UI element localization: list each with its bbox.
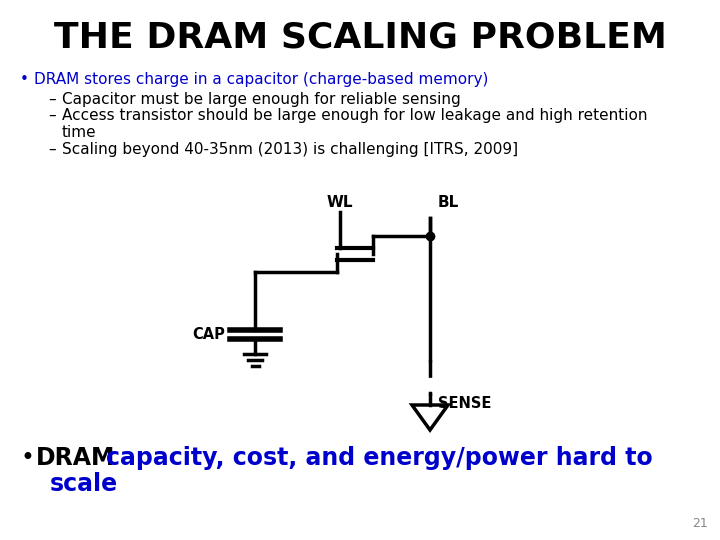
Text: DRAM: DRAM	[36, 446, 115, 470]
Text: –: –	[48, 108, 55, 123]
Text: SENSE: SENSE	[438, 395, 491, 410]
Text: –: –	[48, 142, 55, 157]
Text: scale: scale	[50, 472, 118, 496]
Text: WL: WL	[327, 195, 354, 210]
Text: THE DRAM SCALING PROBLEM: THE DRAM SCALING PROBLEM	[53, 21, 667, 55]
Text: •: •	[20, 72, 29, 87]
Text: DRAM stores charge in a capacitor (charge-based memory): DRAM stores charge in a capacitor (charg…	[34, 72, 488, 87]
Text: –: –	[48, 92, 55, 107]
Text: Access transistor should be large enough for low leakage and high retention
time: Access transistor should be large enough…	[62, 108, 647, 140]
Text: 21: 21	[692, 517, 708, 530]
Text: BL: BL	[438, 195, 459, 210]
Text: Scaling beyond 40-35nm (2013) is challenging [ITRS, 2009]: Scaling beyond 40-35nm (2013) is challen…	[62, 142, 518, 157]
Text: capacity, cost, and energy/power hard to: capacity, cost, and energy/power hard to	[106, 446, 653, 470]
Text: CAP: CAP	[192, 327, 225, 342]
Text: •: •	[20, 446, 34, 470]
Text: Capacitor must be large enough for reliable sensing: Capacitor must be large enough for relia…	[62, 92, 461, 107]
